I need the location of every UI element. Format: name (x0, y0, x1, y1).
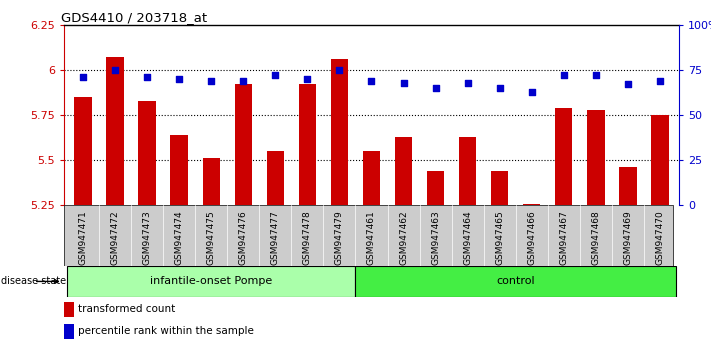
Point (494, 85, 506, 91)
Text: GSM947469: GSM947469 (624, 210, 632, 265)
Point (173, 76, 185, 82)
Point (365, 78, 377, 84)
Text: GSM947466: GSM947466 (527, 210, 536, 265)
Bar (107, 57, 124, 205)
Bar (75, 97, 92, 205)
Point (462, 80, 474, 85)
Bar (203, 158, 220, 205)
Bar (395, 137, 412, 205)
Bar (651, 115, 668, 205)
Text: GSM947477: GSM947477 (271, 210, 280, 265)
Text: GSM947473: GSM947473 (143, 210, 151, 265)
Bar (587, 110, 604, 205)
Text: disease state: disease state (1, 276, 66, 286)
Text: GSM947472: GSM947472 (111, 210, 119, 265)
Bar (427, 171, 444, 205)
Point (654, 78, 665, 84)
Bar (459, 137, 476, 205)
Bar (235, 84, 252, 205)
Text: transformed count: transformed count (77, 304, 175, 314)
Point (590, 73, 602, 78)
Text: GSM947462: GSM947462 (399, 210, 408, 265)
Text: percentile rank within the sample: percentile rank within the sample (77, 326, 253, 336)
Bar (356, 266, 675, 297)
Text: GSM947479: GSM947479 (335, 210, 344, 265)
Text: GSM947467: GSM947467 (559, 210, 568, 265)
Text: GDS4410 / 203718_at: GDS4410 / 203718_at (61, 11, 207, 24)
Text: GSM947476: GSM947476 (239, 210, 248, 265)
Bar (64, 302, 74, 317)
Point (526, 89, 538, 95)
Text: GSM947471: GSM947471 (79, 210, 87, 265)
Text: GSM947465: GSM947465 (495, 210, 504, 265)
Bar (68, 266, 356, 297)
Bar (64, 324, 74, 339)
Point (109, 67, 121, 73)
Bar (491, 171, 508, 205)
Bar (331, 59, 348, 205)
Bar (299, 84, 316, 205)
Point (622, 81, 634, 87)
Bar (267, 151, 284, 205)
Point (301, 76, 313, 82)
Bar (363, 151, 380, 205)
Text: control: control (496, 276, 535, 286)
Text: GSM947475: GSM947475 (207, 210, 216, 265)
Point (141, 74, 153, 80)
Bar (555, 108, 572, 205)
Point (237, 78, 249, 84)
Point (558, 73, 570, 78)
Text: GSM947464: GSM947464 (463, 210, 472, 265)
Text: GSM947474: GSM947474 (175, 210, 184, 265)
Point (398, 80, 410, 85)
Text: GSM947463: GSM947463 (431, 210, 440, 265)
Bar (171, 135, 188, 205)
Text: GSM947461: GSM947461 (367, 210, 376, 265)
Point (333, 67, 345, 73)
Bar (523, 204, 540, 205)
Text: GSM947478: GSM947478 (303, 210, 312, 265)
Text: infantile-onset Pompe: infantile-onset Pompe (150, 276, 272, 286)
Point (430, 85, 442, 91)
Point (77, 74, 89, 80)
Bar (139, 101, 156, 205)
Text: GSM947470: GSM947470 (656, 210, 664, 265)
Point (205, 78, 217, 84)
Text: GSM947468: GSM947468 (592, 210, 600, 265)
Point (269, 73, 281, 78)
Bar (619, 167, 636, 205)
